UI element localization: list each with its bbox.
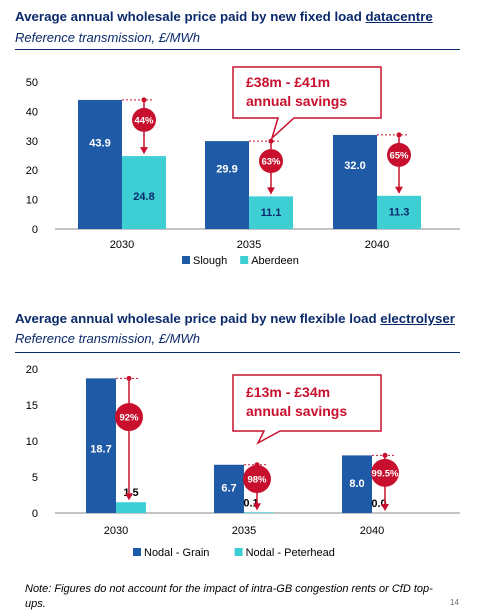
bar-slough: [333, 134, 377, 229]
reduction-arrow-start: [141, 97, 147, 103]
y-tick-label: 5: [32, 472, 38, 484]
bar-value-label: 11.1: [261, 207, 282, 219]
savings-callout-amount: £38m - £41m: [246, 74, 330, 90]
x-tick-label: 2030: [110, 239, 134, 251]
savings-callout-label: annual savings: [246, 93, 347, 109]
reduction-arrowhead: [381, 504, 389, 511]
title-divider: [15, 352, 460, 353]
y-tick-label: 10: [26, 436, 38, 448]
reduction-arrowhead: [395, 186, 403, 194]
bar-value-label: 11.3: [389, 207, 410, 219]
chart-subtitle: Reference transmission, £/MWh: [15, 331, 200, 346]
reduction-badge: [132, 107, 156, 132]
legend-swatch: [240, 256, 249, 264]
x-tick-label: 2030: [104, 525, 128, 537]
chart-title-emphasis: datacentre: [365, 9, 433, 24]
reduction-percent: 92%: [119, 413, 139, 424]
reduction-arrowhead: [253, 503, 261, 511]
bar-value-label: 8.0: [349, 478, 364, 490]
legend-label: Slough: [193, 255, 227, 267]
legend-label: Nodal - Grain: [144, 547, 209, 559]
reduction-badge: [115, 403, 143, 432]
chart-title-text: Average annual wholesale price paid by n…: [15, 311, 381, 326]
chart-subtitle: Reference transmission, £/MWh: [15, 30, 200, 45]
x-tick-label: 2040: [360, 525, 384, 537]
legend-swatch: [182, 256, 190, 264]
bar-aberdeen: [249, 196, 293, 229]
reduction-badge: [371, 458, 399, 487]
electrolyser-chart-section: Average annual wholesale price paid by n…: [0, 300, 482, 582]
bar-value-label: 43.9: [89, 137, 110, 149]
reduction-percent: 99.5%: [372, 468, 399, 479]
x-tick-label: 2035: [237, 239, 261, 251]
savings-callout-box: [232, 374, 382, 445]
savings-callout-label: annual savings: [246, 403, 347, 419]
y-tick-label: 15: [26, 400, 38, 412]
reduction-arrow-start: [268, 138, 274, 144]
savings-callout-amount: £13m - £34m: [246, 384, 330, 400]
bar-aberdeen: [122, 156, 166, 229]
reduction-badge: [259, 149, 283, 174]
bar-value-label: 6.7: [221, 482, 236, 494]
bar-nodal-peterhead: [116, 502, 146, 513]
y-tick-label: 40: [26, 106, 38, 118]
bar-nodal-peterhead: [244, 512, 274, 513]
reduction-percent: 65%: [389, 150, 409, 161]
electrolyser-price-chart: 0510152018.71.5203092%6.70.1203598%8.00.…: [26, 364, 460, 559]
title-divider: [15, 49, 460, 50]
page-number: 14: [450, 598, 459, 607]
y-tick-label: 50: [26, 77, 38, 89]
bar-slough: [78, 99, 122, 230]
reduction-arrowhead: [267, 187, 275, 195]
datacentre-chart-section: Average annual wholesale price paid by n…: [0, 0, 482, 290]
bar-value-label: 18.7: [90, 443, 111, 455]
chart-title: Average annual wholesale price paid by n…: [15, 9, 433, 24]
legend-label: Nodal - Peterhead: [246, 547, 335, 559]
reduction-percent: 98%: [247, 475, 267, 486]
reduction-percent: 63%: [261, 157, 281, 168]
datacentre-price-chart: 0102030405043.924.8203044%29.911.1203563…: [26, 66, 460, 267]
legend-swatch: [133, 548, 141, 556]
y-tick-label: 0: [32, 224, 38, 236]
chart-title-emphasis: electrolyser: [380, 311, 455, 326]
reduction-percent: 44%: [134, 115, 154, 126]
bar-value-label: 32.0: [344, 160, 365, 172]
y-tick-label: 20: [26, 364, 38, 376]
bar-value-label: 29.9: [216, 164, 237, 176]
bar-nodal-grain: [342, 455, 372, 513]
reduction-arrowhead: [140, 147, 148, 155]
reduction-badge: [243, 465, 271, 494]
x-tick-label: 2040: [365, 239, 389, 251]
y-tick-label: 20: [26, 165, 38, 177]
legend-label: Aberdeen: [251, 255, 299, 267]
legend-swatch: [234, 548, 243, 556]
reduction-arrow-start: [382, 452, 388, 458]
reduction-arrow-start: [396, 132, 402, 138]
bar-aberdeen: [377, 195, 421, 229]
chart-title-text: Average annual wholesale price paid by n…: [15, 9, 366, 24]
reduction-arrowhead: [125, 493, 133, 501]
footnote: Note: Figures do not account for the imp…: [25, 583, 433, 610]
bar-slough: [205, 141, 249, 229]
x-tick-label: 2035: [232, 525, 256, 537]
bar-value-label: 24.8: [133, 191, 154, 203]
chart-title: Average annual wholesale price paid by n…: [15, 311, 455, 326]
y-tick-label: 0: [32, 508, 38, 520]
bar-nodal-grain: [86, 378, 116, 513]
reduction-arrow-start: [126, 375, 132, 381]
savings-callout-box: [232, 66, 382, 141]
reduction-badge: [387, 142, 411, 167]
bar-nodal-grain: [214, 464, 244, 513]
y-tick-label: 30: [26, 136, 38, 148]
y-tick-label: 10: [26, 195, 38, 207]
